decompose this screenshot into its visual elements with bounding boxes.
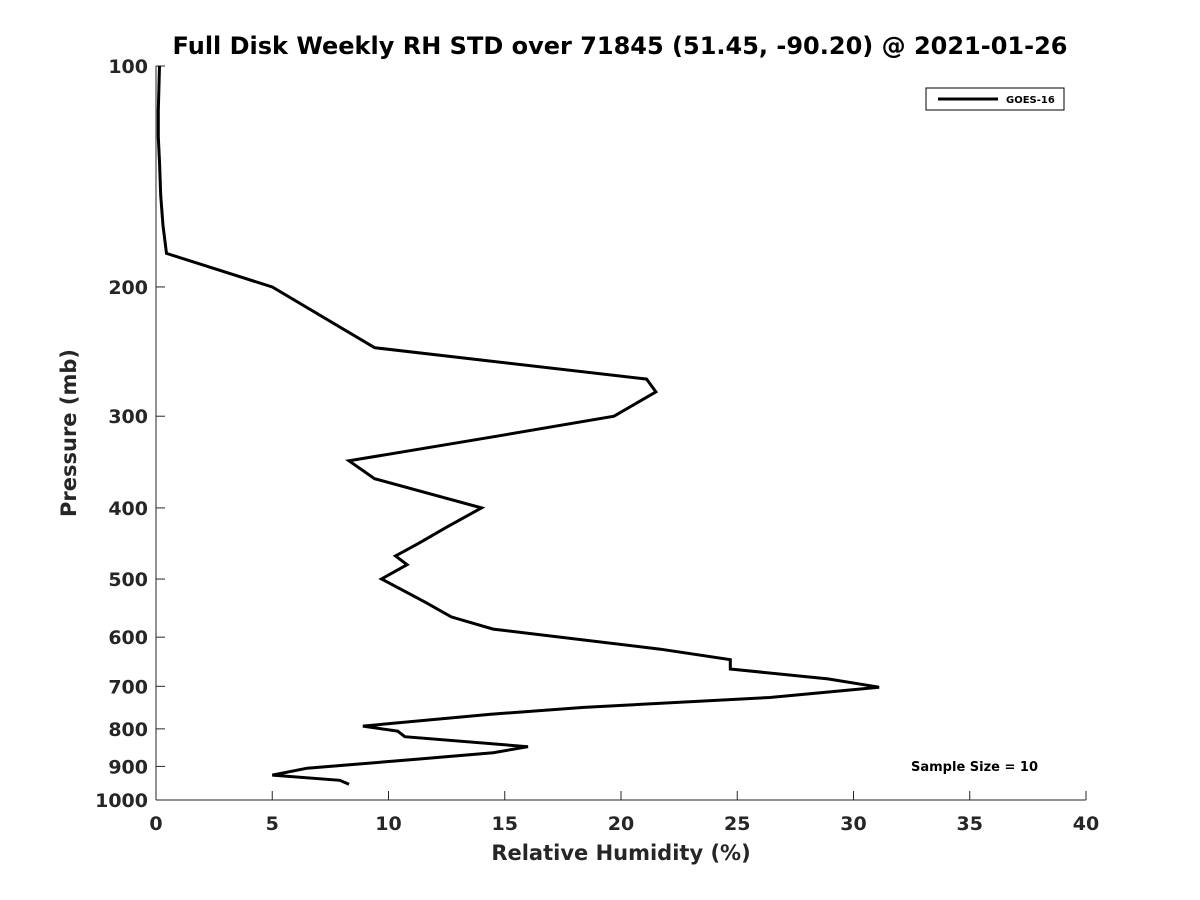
legend-label: GOES-16 [1006,95,1055,106]
y-tick-label: 200 [108,277,148,299]
y-ticks: 100 200 300 400 500 600 700 800 900 1000 [95,56,165,812]
x-tick-label: 35 [957,813,983,835]
plot-area: 0 5 10 15 20 25 30 35 40 100 200 300 400 500 600 700 80… [95,56,1099,835]
y-tick-label: 1000 [95,790,148,812]
y-tick-label: 800 [108,719,148,741]
y-tick-label: 700 [108,676,148,698]
x-tick-label: 20 [608,813,634,835]
y-tick-label: 100 [108,56,148,78]
x-tick-label: 10 [375,813,401,835]
x-tick-label: 0 [149,813,162,835]
x-tick-label: 15 [492,813,518,835]
y-tick-label: 600 [108,627,148,649]
y-tick-label: 300 [108,406,148,428]
x-axis-label: Relative Humidity (%) [491,841,750,865]
x-tick-label: 40 [1073,813,1099,835]
chart-title: Full Disk Weekly RH STD over 71845 (51.4… [173,32,1068,60]
y-tick-label: 400 [108,498,148,520]
y-axis-label: Pressure (mb) [57,349,81,517]
x-tick-label: 30 [840,813,866,835]
x-tick-label: 25 [724,813,750,835]
x-ticks: 0 5 10 15 20 25 30 35 40 [149,791,1099,835]
y-tick-label: 500 [108,569,148,591]
series-line-goes-16 [156,65,880,786]
x-tick-label: 5 [266,813,279,835]
sample-size-annotation: Sample Size = 10 [911,760,1038,775]
legend: GOES-16 [925,87,1065,111]
y-tick-label: 900 [108,756,148,778]
